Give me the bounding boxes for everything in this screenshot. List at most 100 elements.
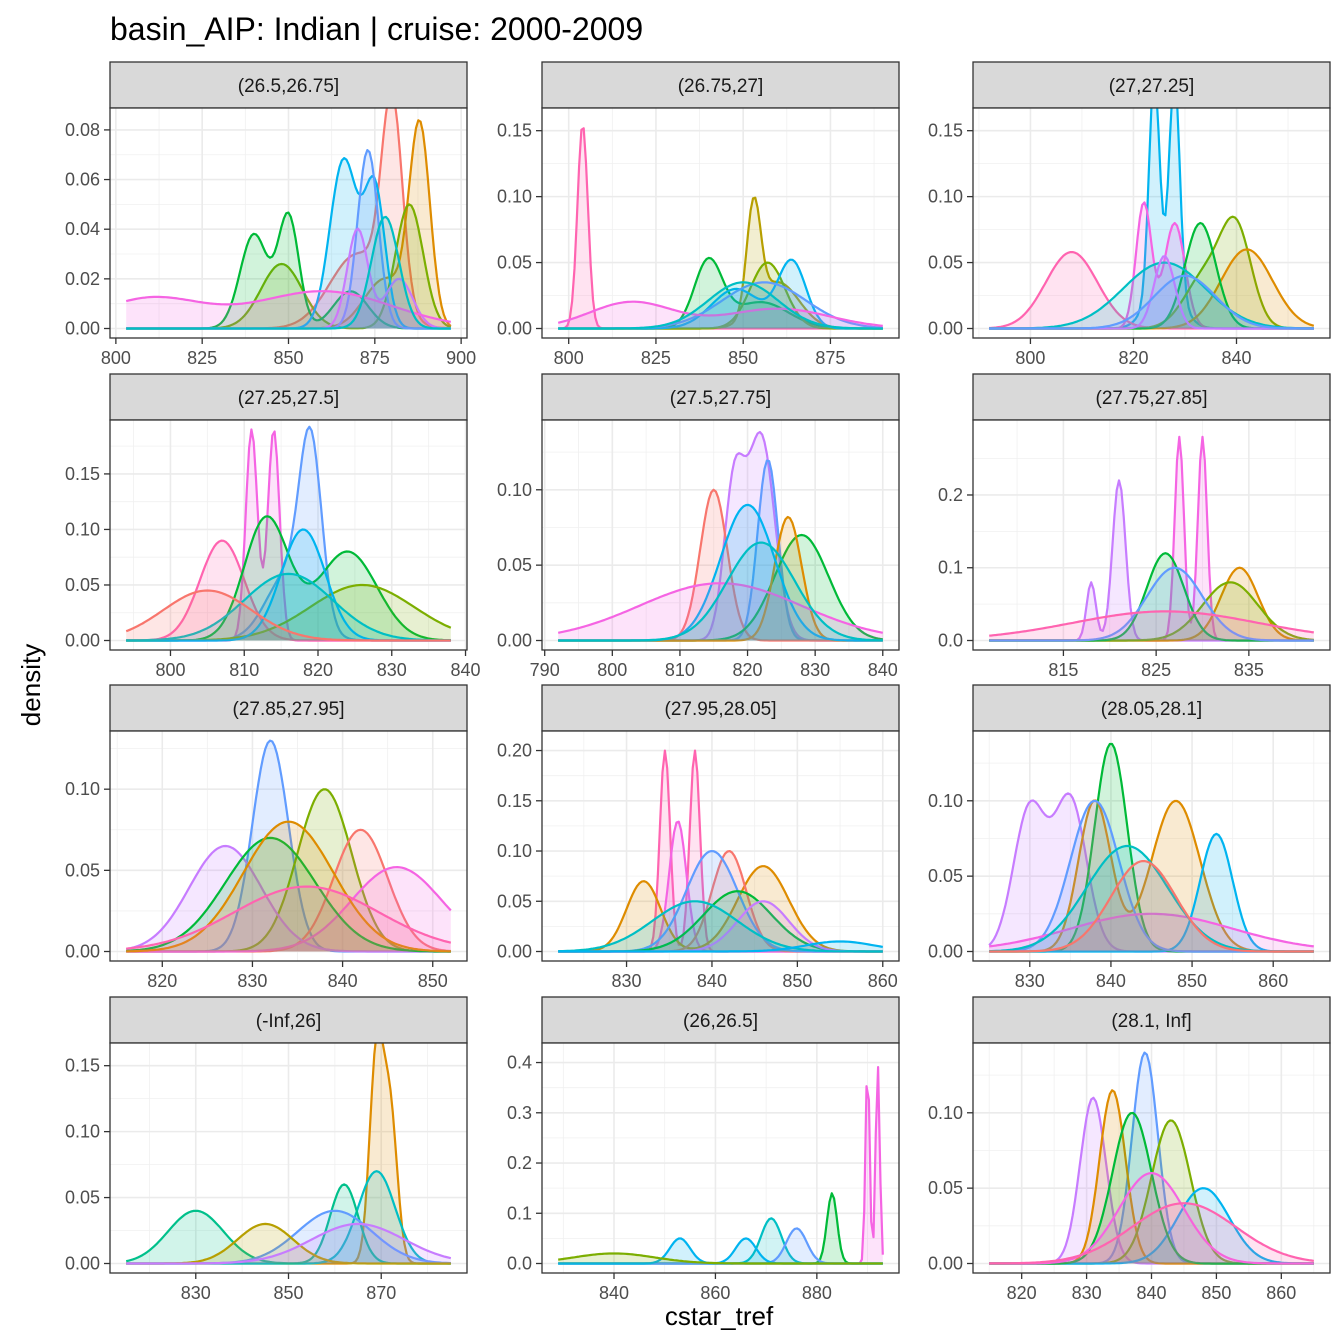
density-area — [558, 504, 883, 641]
x-tick-label: 830 — [1072, 1283, 1102, 1303]
density-area — [989, 553, 1314, 641]
facet-strip — [972, 61, 1331, 109]
facet-panel: (26.5,26.75] 800 825 850 875 900 0.00 0.02 0.04 0… — [65, 61, 476, 368]
gridlines — [542, 108, 899, 338]
axes: 820 830 840 850 860 0.00 0.05 0.10 — [928, 1103, 1296, 1303]
density-area — [558, 891, 883, 952]
x-tick-label: 850 — [418, 971, 448, 991]
density-area — [126, 212, 451, 329]
density-area — [989, 252, 1314, 329]
y-tick-label: 0.4 — [507, 1053, 532, 1073]
axes: 800 810 820 830 840 0.00 0.05 0.10 0.15 — [65, 464, 481, 680]
y-tick-label: 0.10 — [65, 779, 100, 799]
facet-panels: (26.5,26.75] 800 825 850 875 900 0.00 0.02 0.04 0… — [65, 61, 1331, 1303]
density-line — [989, 566, 1314, 642]
y-tick-label: 0.00 — [497, 942, 532, 962]
density-area — [989, 256, 1314, 329]
y-tick-label: 0.02 — [65, 269, 100, 289]
facet-strip-label: (28.05,28.1] — [1101, 699, 1202, 720]
x-tick-label: 800 — [554, 348, 584, 368]
facet-panel: (-Inf,26] 830 850 870 0.00 0.05 0.10 0.15 — [65, 996, 468, 1303]
density-line — [558, 541, 883, 642]
x-tick-label: 830 — [800, 660, 830, 680]
chart-title: basin_AIP: Indian | cruise: 2000-2009 — [110, 11, 643, 47]
density-area — [126, 829, 451, 952]
facet-strip-label: (26,26.5] — [683, 1011, 758, 1032]
x-tick-label: 860 — [1266, 1283, 1296, 1303]
plot-area — [542, 420, 899, 650]
x-tick-label: 830 — [181, 1283, 211, 1303]
x-tick-label: 825 — [187, 348, 217, 368]
x-tick-label: 800 — [1015, 348, 1045, 368]
x-tick-label: 820 — [303, 660, 333, 680]
y-tick-label: 0.05 — [497, 891, 532, 911]
density-line — [989, 274, 1314, 330]
density-area — [989, 249, 1314, 329]
x-tick-label: 850 — [728, 348, 758, 368]
density-line — [989, 860, 1314, 953]
density-area — [989, 567, 1314, 641]
panel-border — [541, 730, 900, 962]
density-series-group — [558, 1066, 884, 1265]
density-line — [125, 290, 451, 323]
y-tick-label: 0.0 — [938, 631, 963, 651]
density-area — [989, 1120, 1314, 1264]
x-tick-label: 825 — [641, 348, 671, 368]
y-tick-label: 0.10 — [65, 1122, 100, 1142]
density-line — [557, 582, 884, 634]
density-line — [558, 281, 883, 330]
x-tick-label: 830 — [1015, 971, 1045, 991]
y-tick-label: 0.10 — [928, 791, 963, 811]
density-area — [989, 275, 1314, 329]
facet-strip — [541, 684, 900, 732]
y-tick-label: 0.00 — [65, 319, 100, 339]
y-tick-label: 0.15 — [65, 1056, 100, 1076]
y-tick-label: 0.05 — [65, 575, 100, 595]
facet-strip-label: (27,27.25] — [1109, 76, 1195, 97]
density-line — [126, 836, 451, 953]
density-line — [125, 589, 451, 642]
facet-strip — [109, 996, 468, 1044]
density-area — [558, 1228, 883, 1264]
density-area — [126, 540, 451, 641]
y-tick-label: 0.10 — [497, 480, 532, 500]
plot-area — [542, 731, 899, 961]
density-area — [558, 901, 883, 952]
x-tick-label: 900 — [446, 348, 476, 368]
x-tick-label: 800 — [101, 348, 131, 368]
x-tick-label: 830 — [612, 971, 642, 991]
density-area — [558, 542, 883, 641]
y-tick-label: 0.05 — [928, 1178, 963, 1198]
density-area — [989, 846, 1314, 952]
density-series-group — [558, 749, 883, 953]
x-tick-label: 850 — [273, 1283, 303, 1303]
y-tick-label: 0.00 — [497, 319, 532, 339]
y-tick-label: 0.20 — [497, 741, 532, 761]
y-tick-label: 0.05 — [65, 860, 100, 880]
y-tick-label: 0.00 — [928, 319, 963, 339]
y-tick-label: 0.08 — [65, 120, 100, 140]
density-series-group — [557, 430, 884, 642]
facet-strip — [541, 996, 900, 1044]
density-line — [126, 1222, 452, 1265]
x-tick-label: 820 — [1118, 348, 1148, 368]
x-tick-label: 840 — [697, 971, 727, 991]
density-area — [558, 583, 883, 641]
axes: 800 825 850 875 0.00 0.05 0.10 0.15 — [497, 121, 845, 368]
density-area — [989, 1052, 1314, 1264]
density-line — [126, 820, 451, 953]
density-series-group — [125, 108, 452, 330]
x-tick-label: 825 — [1141, 660, 1171, 680]
facet-panel: (26.75,27] 800 825 850 875 0.00 0.05 0.10 0.15 — [497, 61, 900, 368]
density-line — [989, 1202, 1314, 1265]
density-line — [989, 912, 1314, 948]
x-tick-label: 850 — [782, 971, 812, 991]
density-area — [126, 590, 451, 641]
density-area — [989, 801, 1314, 952]
density-line — [558, 865, 883, 953]
density-series-group — [988, 742, 1314, 953]
facet-strip-label: (26.75,27] — [678, 76, 764, 97]
density-area — [126, 886, 451, 952]
density-line — [126, 885, 452, 950]
